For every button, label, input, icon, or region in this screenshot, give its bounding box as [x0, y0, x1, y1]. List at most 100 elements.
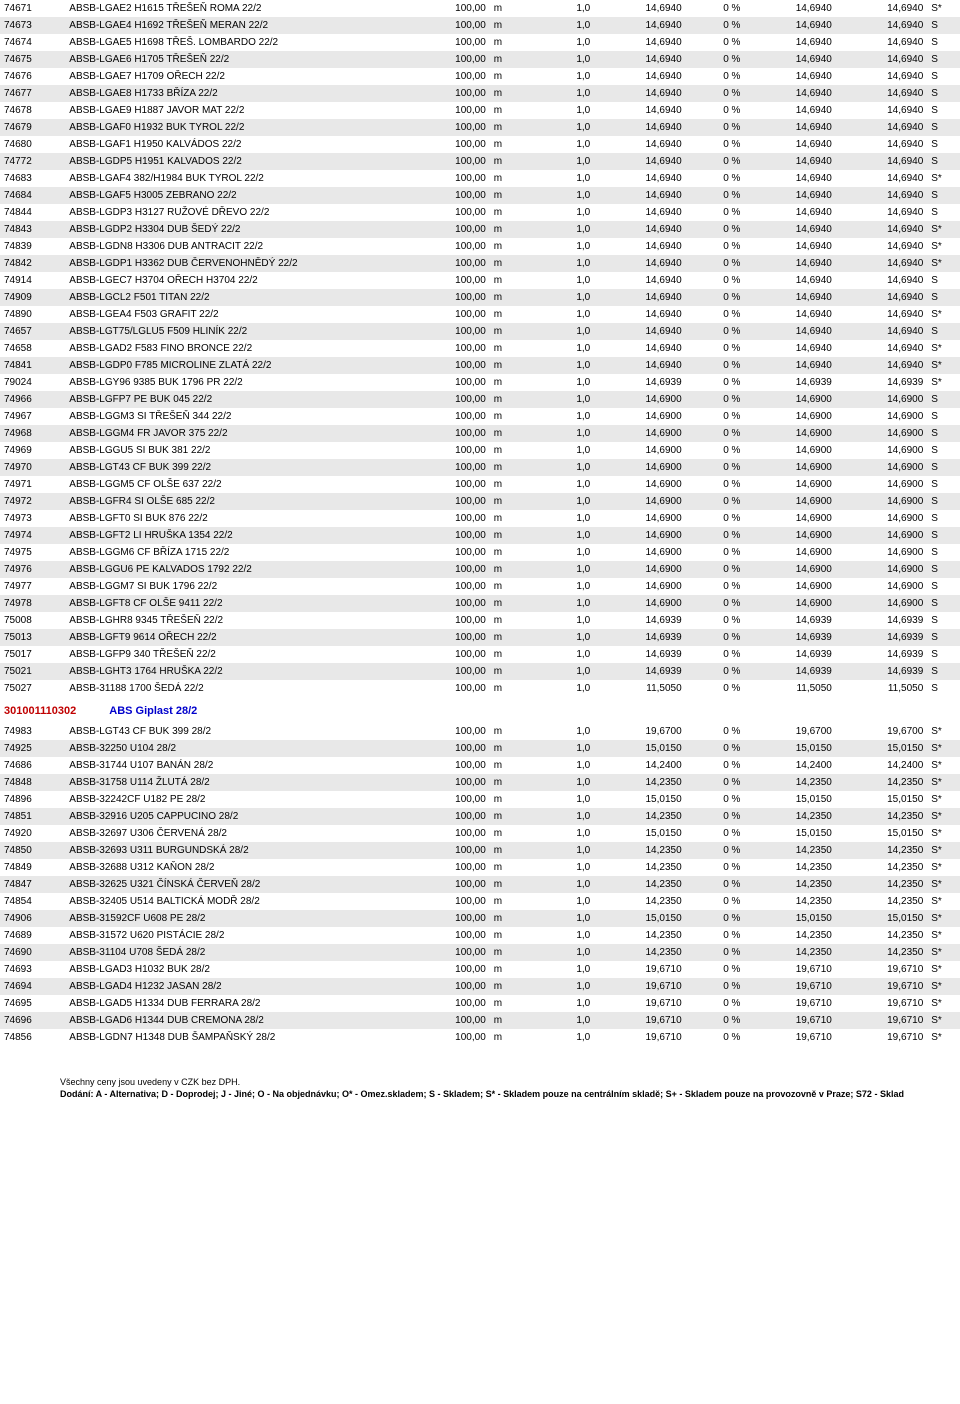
- cell-price1: 14,6940: [594, 68, 685, 85]
- table-row: 74978ABSB-LGFT8 CF OLŠE 9411 22/2100,00m…: [0, 595, 960, 612]
- cell-price2: 14,6940: [744, 221, 835, 238]
- cell-pct: 0 %: [686, 595, 745, 612]
- cell-desc: ABSB-32693 U311 BURGUNDSKÁ 28/2: [65, 842, 418, 859]
- cell-pu: 1,0: [516, 306, 594, 323]
- cell-qty: 100,00: [418, 808, 490, 825]
- cell-price2: 14,6900: [744, 442, 835, 459]
- cell-desc: ABSB-LGAD6 H1344 DUB CREMONA 28/2: [65, 1012, 418, 1029]
- cell-flag: S: [927, 561, 960, 578]
- cell-price1: 14,6940: [594, 238, 685, 255]
- cell-price2: 14,2350: [744, 893, 835, 910]
- cell-pu: 1,0: [516, 34, 594, 51]
- cell-flag: S: [927, 17, 960, 34]
- cell-price3: 14,2350: [836, 774, 927, 791]
- cell-desc: ABSB-31572 U620 PISTÁCIE 28/2: [65, 927, 418, 944]
- cell-pu: 1,0: [516, 910, 594, 927]
- cell-unit: m: [490, 876, 516, 893]
- cell-price2: 14,6900: [744, 510, 835, 527]
- cell-price2: 14,2350: [744, 859, 835, 876]
- cell-id: 74978: [0, 595, 65, 612]
- cell-id: 79024: [0, 374, 65, 391]
- cell-qty: 100,00: [418, 825, 490, 842]
- cell-price1: 19,6710: [594, 961, 685, 978]
- cell-qty: 100,00: [418, 910, 490, 927]
- cell-id: 74671: [0, 0, 65, 17]
- cell-qty: 100,00: [418, 425, 490, 442]
- cell-unit: m: [490, 153, 516, 170]
- cell-flag: S: [927, 119, 960, 136]
- cell-flag: S: [927, 595, 960, 612]
- cell-flag: S: [927, 425, 960, 442]
- cell-pu: 1,0: [516, 408, 594, 425]
- cell-price2: 14,6940: [744, 306, 835, 323]
- cell-unit: m: [490, 136, 516, 153]
- table-row: 74772ABSB-LGDP5 H1951 KALVADOS 22/2100,0…: [0, 153, 960, 170]
- cell-unit: m: [490, 808, 516, 825]
- table-row: 74909ABSB-LGCL2 F501 TITAN 22/2100,00m1,…: [0, 289, 960, 306]
- cell-unit: m: [490, 204, 516, 221]
- cell-id: 74686: [0, 757, 65, 774]
- cell-desc: ABSB-LGAF4 382/H1984 BUK TYROL 22/2: [65, 170, 418, 187]
- cell-pu: 1,0: [516, 893, 594, 910]
- cell-qty: 100,00: [418, 510, 490, 527]
- cell-id: 74684: [0, 187, 65, 204]
- table-row: 74686ABSB-31744 U107 BANÁN 28/2100,00m1,…: [0, 757, 960, 774]
- cell-unit: m: [490, 442, 516, 459]
- cell-price2: 15,0150: [744, 825, 835, 842]
- cell-desc: ABSB-32697 U306 ČERVENÁ 28/2: [65, 825, 418, 842]
- cell-price1: 15,0150: [594, 825, 685, 842]
- cell-id: 75027: [0, 680, 65, 697]
- cell-flag: S: [927, 493, 960, 510]
- cell-id: 74970: [0, 459, 65, 476]
- cell-pct: 0 %: [686, 0, 745, 17]
- cell-qty: 100,00: [418, 119, 490, 136]
- cell-unit: m: [490, 612, 516, 629]
- cell-unit: m: [490, 374, 516, 391]
- cell-pu: 1,0: [516, 357, 594, 374]
- cell-qty: 100,00: [418, 476, 490, 493]
- cell-pu: 1,0: [516, 961, 594, 978]
- cell-price3: 14,6939: [836, 629, 927, 646]
- table-row: 74972ABSB-LGFR4 SI OLŠE 685 22/2100,00m1…: [0, 493, 960, 510]
- cell-price2: 14,6940: [744, 102, 835, 119]
- cell-id: 74850: [0, 842, 65, 859]
- cell-qty: 100,00: [418, 255, 490, 272]
- cell-price1: 19,6710: [594, 1029, 685, 1046]
- cell-desc: ABSB-LGDP1 H3362 DUB ČERVENOHNĚDÝ 22/2: [65, 255, 418, 272]
- cell-pu: 1,0: [516, 825, 594, 842]
- cell-price3: 14,2400: [836, 757, 927, 774]
- cell-pct: 0 %: [686, 876, 745, 893]
- table-row: 74896ABSB-32242CF U182 PE 28/2100,00m1,0…: [0, 791, 960, 808]
- cell-price3: 14,2350: [836, 927, 927, 944]
- cell-price3: 14,2350: [836, 876, 927, 893]
- cell-pct: 0 %: [686, 51, 745, 68]
- cell-qty: 100,00: [418, 646, 490, 663]
- table-row: 74966ABSB-LGFP7 PE BUK 045 22/2100,00m1,…: [0, 391, 960, 408]
- cell-price3: 19,6710: [836, 1029, 927, 1046]
- cell-price2: 19,6700: [744, 723, 835, 740]
- cell-price2: 14,6940: [744, 255, 835, 272]
- cell-flag: S: [927, 408, 960, 425]
- cell-price1: 14,6940: [594, 136, 685, 153]
- cell-price3: 14,2350: [836, 808, 927, 825]
- cell-price2: 14,6940: [744, 272, 835, 289]
- cell-price3: 14,6900: [836, 527, 927, 544]
- cell-pct: 0 %: [686, 17, 745, 34]
- cell-flag: S*: [927, 255, 960, 272]
- table-row: 74683ABSB-LGAF4 382/H1984 BUK TYROL 22/2…: [0, 170, 960, 187]
- cell-pct: 0 %: [686, 646, 745, 663]
- cell-pu: 1,0: [516, 629, 594, 646]
- cell-flag: S: [927, 68, 960, 85]
- cell-price3: 14,6940: [836, 0, 927, 17]
- cell-unit: m: [490, 1012, 516, 1029]
- cell-price2: 14,2350: [744, 927, 835, 944]
- cell-qty: 100,00: [418, 740, 490, 757]
- cell-unit: m: [490, 842, 516, 859]
- cell-unit: m: [490, 306, 516, 323]
- cell-unit: m: [490, 272, 516, 289]
- cell-flag: S*: [927, 791, 960, 808]
- cell-pu: 1,0: [516, 876, 594, 893]
- cell-price3: 19,6710: [836, 978, 927, 995]
- cell-price1: 14,6940: [594, 34, 685, 51]
- cell-desc: ABSB-LGAE5 H1698 TŘEŠ. LOMBARDO 22/2: [65, 34, 418, 51]
